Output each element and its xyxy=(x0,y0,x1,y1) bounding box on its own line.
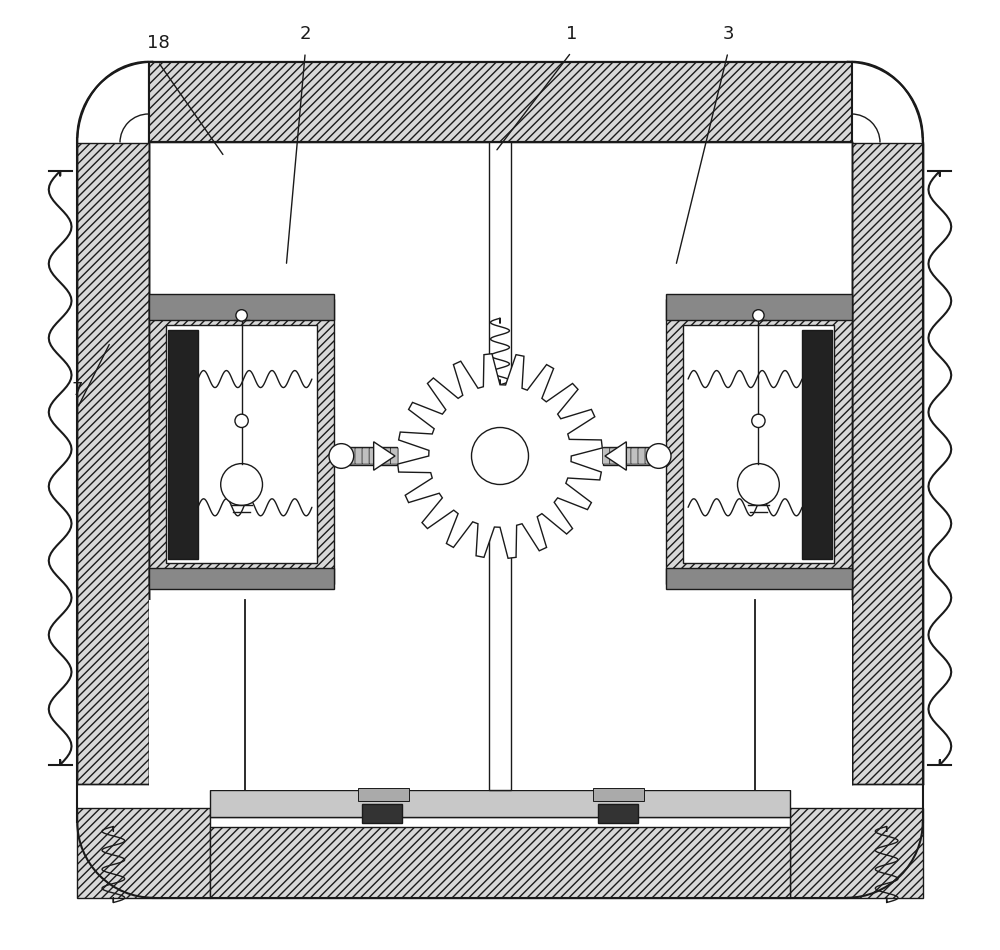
Bar xyxy=(149,600,852,790)
Bar xyxy=(210,826,790,898)
Circle shape xyxy=(737,464,779,505)
Bar xyxy=(666,294,852,320)
FancyBboxPatch shape xyxy=(355,447,363,464)
Bar xyxy=(790,808,923,898)
FancyBboxPatch shape xyxy=(645,447,653,464)
Bar xyxy=(168,330,198,559)
Circle shape xyxy=(235,414,248,428)
Bar xyxy=(852,142,923,784)
Circle shape xyxy=(221,464,262,505)
Bar xyxy=(362,804,402,823)
Bar xyxy=(334,446,397,465)
Bar xyxy=(149,568,334,589)
Text: 1: 1 xyxy=(566,25,577,43)
FancyBboxPatch shape xyxy=(362,447,370,464)
Bar xyxy=(666,299,852,584)
Bar xyxy=(149,294,334,320)
FancyBboxPatch shape xyxy=(369,447,377,464)
Circle shape xyxy=(472,428,528,484)
FancyBboxPatch shape xyxy=(652,447,660,464)
FancyBboxPatch shape xyxy=(341,447,349,464)
Bar xyxy=(358,788,409,801)
FancyBboxPatch shape xyxy=(603,447,610,464)
FancyBboxPatch shape xyxy=(334,447,341,464)
FancyBboxPatch shape xyxy=(624,447,632,464)
FancyBboxPatch shape xyxy=(617,447,624,464)
FancyBboxPatch shape xyxy=(659,447,667,464)
FancyBboxPatch shape xyxy=(610,447,617,464)
Bar xyxy=(598,804,638,823)
Bar xyxy=(802,330,832,559)
Polygon shape xyxy=(374,442,395,470)
Text: 7: 7 xyxy=(72,381,83,399)
Circle shape xyxy=(752,414,765,428)
FancyBboxPatch shape xyxy=(390,447,398,464)
Text: 2: 2 xyxy=(300,25,311,43)
Circle shape xyxy=(646,444,671,468)
Bar xyxy=(593,788,644,801)
Bar xyxy=(149,299,334,584)
Circle shape xyxy=(329,444,354,468)
FancyBboxPatch shape xyxy=(348,447,356,464)
Text: 18: 18 xyxy=(147,34,169,52)
Bar xyxy=(683,325,834,563)
Bar xyxy=(666,568,852,589)
Polygon shape xyxy=(605,442,626,470)
Bar xyxy=(603,446,666,465)
Bar xyxy=(149,62,852,142)
Polygon shape xyxy=(398,353,602,559)
FancyBboxPatch shape xyxy=(638,447,646,464)
Bar xyxy=(489,142,511,790)
Text: 3: 3 xyxy=(722,25,734,43)
Bar xyxy=(149,62,851,142)
Circle shape xyxy=(753,310,764,321)
Bar xyxy=(210,790,790,817)
Circle shape xyxy=(236,310,247,321)
FancyBboxPatch shape xyxy=(376,447,384,464)
FancyBboxPatch shape xyxy=(383,447,391,464)
Bar xyxy=(166,325,317,563)
Bar xyxy=(77,808,210,898)
Bar xyxy=(149,142,852,817)
Bar xyxy=(77,142,149,784)
FancyBboxPatch shape xyxy=(631,447,639,464)
